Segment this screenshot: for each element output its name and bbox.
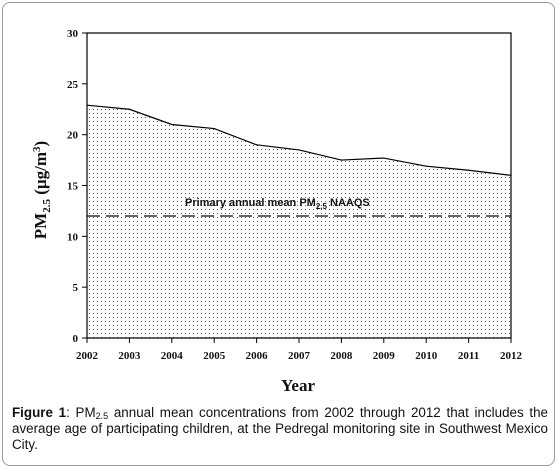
x-tick-label: 2005 <box>203 350 226 362</box>
caption-text-before: : PM <box>66 405 96 420</box>
area-fill <box>87 105 511 338</box>
y-tick-label: 10 <box>67 231 79 243</box>
figure-caption: Figure 1: PM2.5 annual mean concentratio… <box>12 405 548 453</box>
caption-subscript: 2.5 <box>95 411 109 421</box>
data-point <box>298 149 300 151</box>
y-tick-label: 30 <box>67 28 79 40</box>
data-point <box>383 157 385 159</box>
y-tick-label: 5 <box>73 282 79 294</box>
data-point <box>256 144 258 146</box>
data-point <box>468 169 470 171</box>
data-point <box>171 123 173 126</box>
reference-line-label: Primary annual mean PM2.5 NAAQS <box>185 197 370 211</box>
y-tick-label: 0 <box>73 333 79 345</box>
data-point <box>340 159 342 161</box>
x-tick-label: 2008 <box>330 350 353 362</box>
y-tick-label: 20 <box>67 130 79 142</box>
x-tick-label: 2002 <box>76 350 99 362</box>
x-tick-label: 2012 <box>500 350 523 362</box>
y-axis-title: PM2.5 (µg/m3) <box>31 141 53 239</box>
y-tick-label: 25 <box>67 79 79 91</box>
data-point <box>213 127 215 130</box>
x-tick-label: 2004 <box>161 350 184 362</box>
x-tick-label: 2006 <box>246 350 269 362</box>
x-tick-label: 2009 <box>373 350 396 362</box>
caption-text-after: annual mean concentrations from 2002 thr… <box>12 405 548 452</box>
x-tick-label: 2007 <box>288 350 311 362</box>
data-point <box>425 165 427 167</box>
x-tick-label: 2010 <box>415 350 438 362</box>
x-tick-label: 2011 <box>458 350 479 362</box>
data-point <box>128 108 130 110</box>
area-chart: 0 5 10 15 20 25 30 2002 2003 2004 2005 2006 2007 2008… <box>31 28 523 395</box>
x-axis-title: Year <box>281 376 315 395</box>
x-tick-label: 2003 <box>118 350 141 362</box>
figure-frame <box>2 2 555 466</box>
y-tick-label: 15 <box>67 181 79 193</box>
caption-label: Figure 1 <box>12 405 67 420</box>
